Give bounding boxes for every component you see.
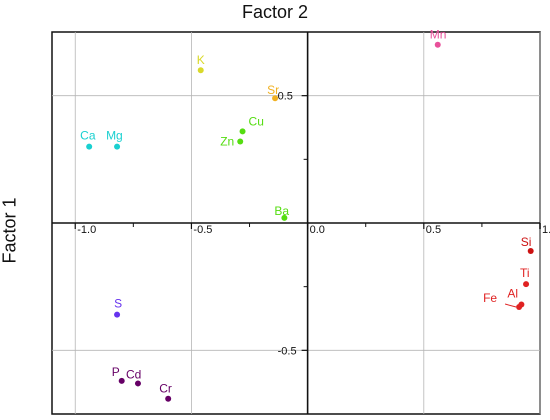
point-ca [86, 143, 93, 150]
point-sr [272, 95, 279, 102]
point-label-mn: Mn [430, 28, 447, 42]
point-label-cu: Cu [249, 114, 264, 128]
point-label-al: Al [507, 286, 518, 300]
point-label-ca: Ca [80, 129, 96, 143]
point-zn [237, 138, 244, 145]
point-label-p: P [112, 365, 120, 379]
point-label-mg: Mg [106, 129, 123, 143]
point-label-cr: Cr [159, 382, 172, 396]
point-si [527, 248, 534, 255]
point-k [197, 67, 204, 74]
point-fe [516, 304, 523, 311]
point-label-ti: Ti [520, 266, 530, 280]
x-tick-label: 0.0 [310, 224, 325, 236]
x-tick-label: 1.0 [542, 224, 550, 236]
tick-marks: -1.0 -0.5 0.0 0.5 1.0 0.5 -0.5 [74, 91, 550, 357]
x-tick-label: -1.0 [77, 224, 96, 236]
point-label-cd: Cd [126, 367, 141, 381]
point-mg [114, 143, 121, 150]
point-mn [434, 41, 441, 48]
point-label-ba: Ba [274, 204, 289, 218]
y-tick-label: 0.5 [278, 91, 293, 103]
point-label-s: S [114, 297, 122, 311]
point-s [114, 311, 121, 318]
fe-leader-line [504, 303, 517, 308]
point-cr [165, 395, 172, 402]
y-tick-label: -0.5 [278, 345, 297, 357]
point-label-sr: Sr [267, 83, 279, 97]
point-label-k: K [197, 53, 205, 67]
x-tick-label: 0.5 [426, 224, 441, 236]
point-p [118, 377, 125, 384]
chart-title: Factor 2 [241, 2, 309, 22]
point-label-fe: Fe [483, 291, 497, 305]
point-label-si: Si [521, 235, 532, 249]
point-label-zn: Zn [220, 135, 234, 149]
point-cd [134, 380, 141, 387]
point-cu [239, 128, 246, 135]
x-tick-label: -0.5 [193, 224, 212, 236]
point-ti [523, 281, 530, 288]
point-ba [281, 214, 288, 221]
